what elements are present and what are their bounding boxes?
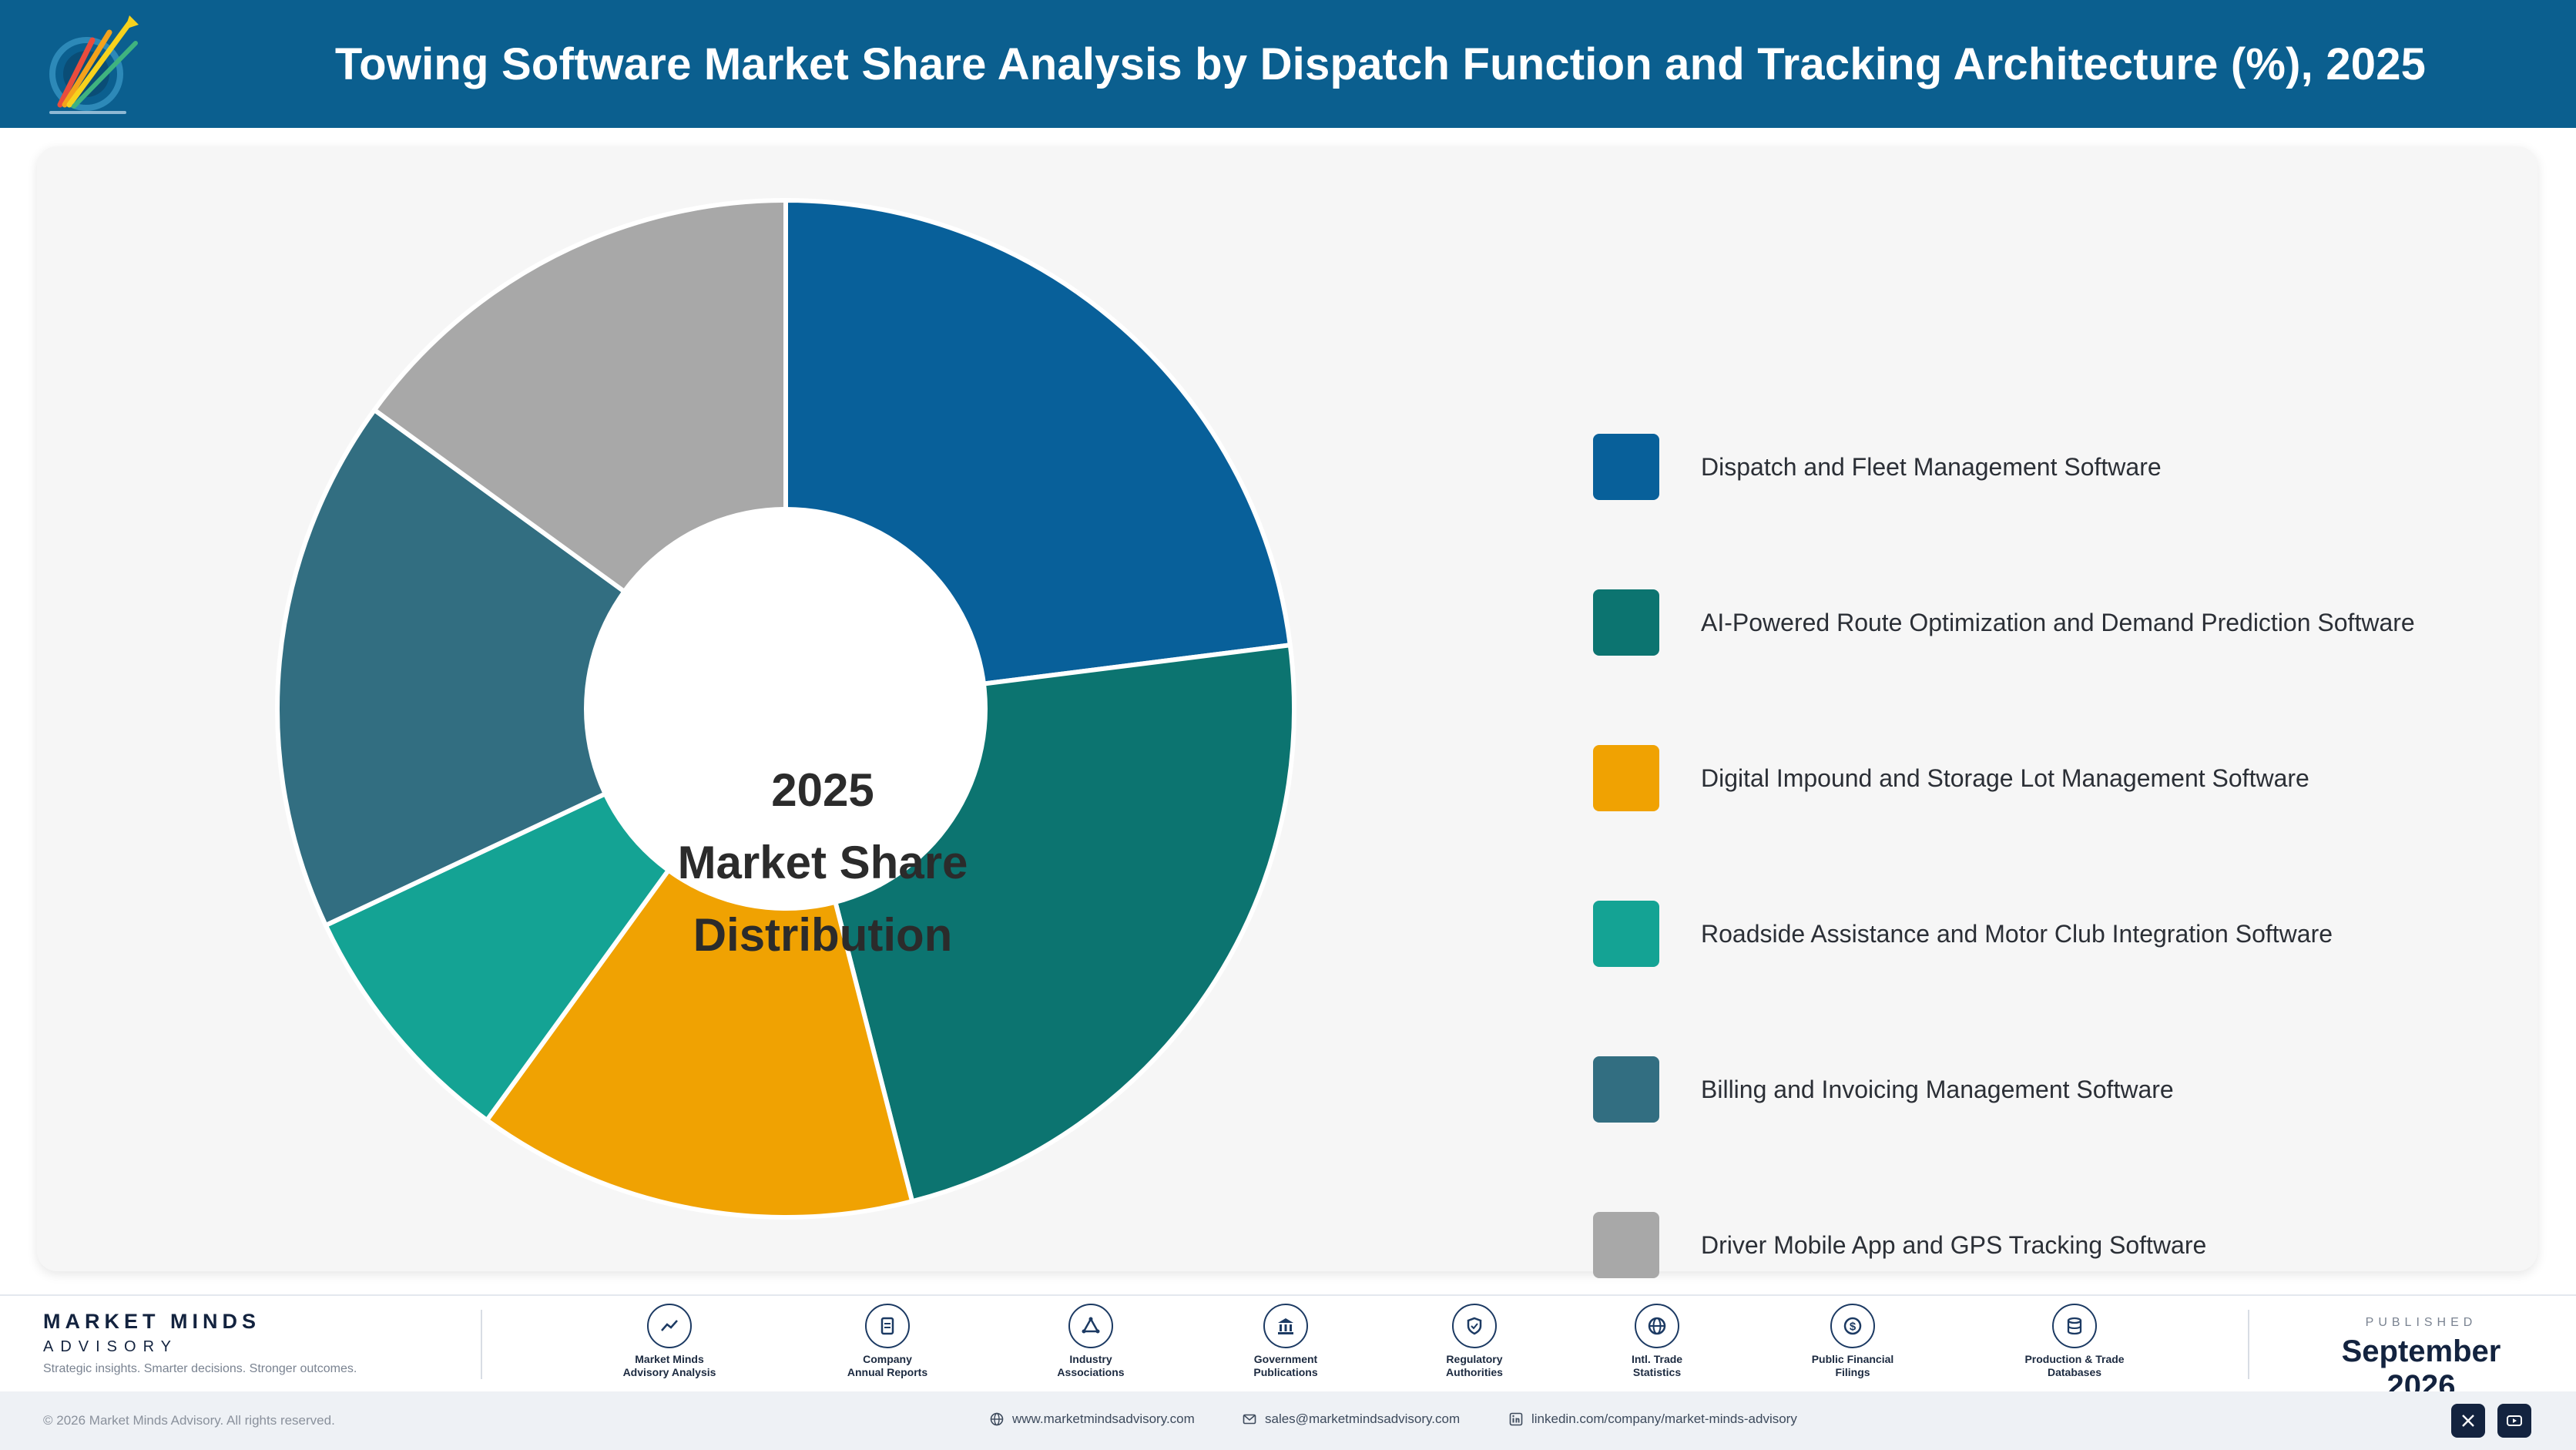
legend-item: Dispatch and Fleet Management Software [1593,433,2517,501]
page-title: Towing Software Market Share Analysis by… [334,39,2427,89]
copyright-text: © 2026 Market Minds Advisory. All rights… [43,1413,335,1428]
pie-chart [275,198,1297,1220]
source-label: Production & Trade Databases [2024,1353,2125,1378]
brand-sub: ADVISORY [43,1338,178,1355]
legend-item: Driver Mobile App and GPS Tracking Softw… [1593,1211,2517,1279]
legend-item: Billing and Invoicing Management Softwar… [1593,1056,2517,1123]
center-label-line3: Distribution [693,909,953,961]
network-icon [1068,1304,1113,1348]
youtube-social-button[interactable] [2497,1404,2531,1438]
center-label-line2: Market Share [677,837,968,888]
footer-brand: MARKET MINDS ADVISORY Strategic insights… [43,1310,357,1376]
source-label: Intl. Trade Statistics [1631,1353,1683,1378]
legend-label: Digital Impound and Storage Lot Manageme… [1701,764,2309,792]
database-icon [2052,1304,2097,1348]
legend-swatch [1593,745,1659,811]
email-text: sales@marketmindsadvisory.com [1265,1411,1461,1426]
source-label: Industry Associations [1057,1353,1125,1378]
source-item: Intl. Trade Statistics [1572,1304,1742,1379]
chart-card: 2025 Market Share Distribution Dispatch … [37,146,2537,1278]
website-text: www.marketmindsadvisory.com [1012,1411,1195,1426]
source-item: Market Minds Advisory Analysis [585,1304,754,1379]
pie-slice [275,408,788,928]
dollar-icon: $ [1830,1304,1875,1348]
x-icon [2462,1415,2474,1427]
legend-swatch [1593,1212,1659,1278]
x-social-button[interactable] [2451,1404,2485,1438]
linkedin-icon [1509,1412,1523,1426]
globe-icon [990,1412,1004,1426]
linkedin-link[interactable]: linkedin.com/company/market-minds-adviso… [1508,1411,1797,1427]
source-item: Company Annual Reports [803,1304,972,1379]
linkedin-text: linkedin.com/company/market-minds-adviso… [1531,1411,1797,1426]
donut-hole [584,507,988,911]
source-item: Government Publications [1201,1304,1370,1379]
youtube-icon [2507,1415,2522,1426]
legend-swatch [1593,901,1659,967]
divider [2248,1310,2249,1379]
email-link[interactable]: sales@marketmindsadvisory.com [1242,1411,1460,1427]
divider [481,1310,482,1379]
svg-text:$: $ [1850,1321,1857,1334]
shield-icon [1452,1304,1497,1348]
source-label: Government Publications [1253,1353,1318,1378]
brand-name: MARKET MINDS [43,1310,260,1333]
source-label: Market Minds Advisory Analysis [622,1353,716,1378]
source-item: Regulatory Authorities [1390,1304,1559,1379]
legend-item: AI-Powered Route Optimization and Demand… [1593,589,2517,656]
legend-swatch [1593,434,1659,500]
legend-item: Roadside Assistance and Motor Club Integ… [1593,900,2517,968]
header-bar: Towing Software Market Share Analysis by… [0,0,2576,128]
chart-center-label: 2025 Market Share Distribution [630,755,1015,971]
company-logo-icon [49,15,139,114]
source-item: Industry Associations [1006,1304,1176,1379]
document-icon [865,1304,910,1348]
legend-label: AI-Powered Route Optimization and Demand… [1701,608,2415,636]
legend-label: Roadside Assistance and Motor Club Integ… [1701,919,2333,948]
source-item: Production & Trade Databases [1990,1304,2159,1379]
center-label-year: 2025 [771,764,874,816]
website-link[interactable]: www.marketmindsadvisory.com [989,1411,1195,1427]
published-block: PUBLISHED September 2026 [2309,1316,2533,1404]
published-label: PUBLISHED [2365,1316,2477,1329]
source-label: Company Annual Reports [847,1353,928,1378]
legend-label: Dispatch and Fleet Management Software [1701,452,2162,481]
trend-icon [647,1304,692,1348]
legend-swatch [1593,589,1659,656]
source-label: Public Financial Filings [1811,1353,1894,1378]
mail-icon [1243,1414,1256,1425]
footer-sources-bar: MARKET MINDS ADVISORY Strategic insights… [0,1294,2576,1403]
footer-contact-bar: © 2026 Market Minds Advisory. All rights… [0,1391,2576,1450]
government-icon [1263,1304,1308,1348]
brand-tagline: Strategic insights. Smarter decisions. S… [43,1362,357,1375]
legend-item: Digital Impound and Storage Lot Manageme… [1593,744,2517,812]
source-item: $ Public Financial Filings [1768,1304,1937,1379]
source-label: Regulatory Authorities [1446,1353,1503,1378]
legend-label: Driver Mobile App and GPS Tracking Softw… [1701,1230,2207,1259]
legend-label: Billing and Invoicing Management Softwar… [1701,1075,2174,1103]
legend-swatch [1593,1056,1659,1123]
globe-icon [1635,1304,1679,1348]
